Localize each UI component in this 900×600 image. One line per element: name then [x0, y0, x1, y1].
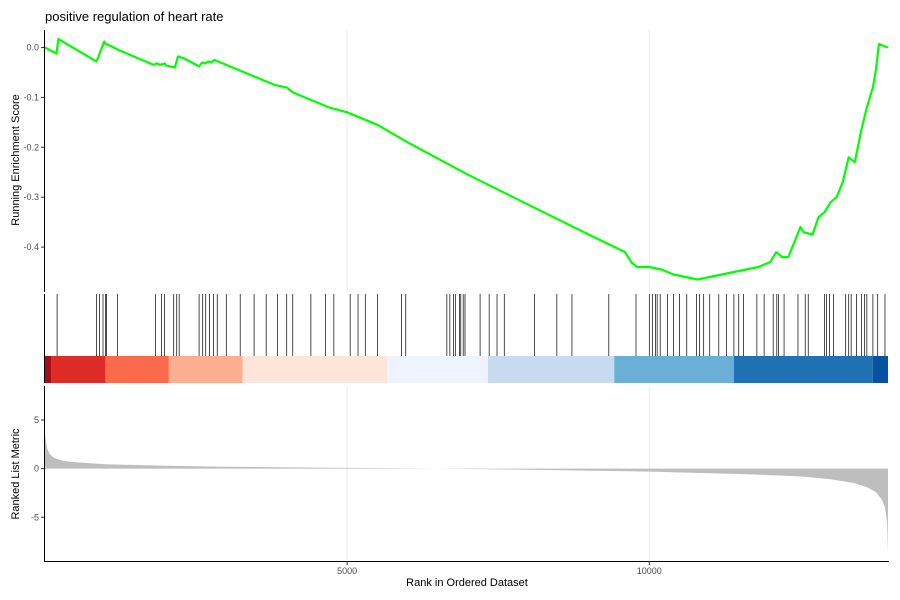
- chart-title: positive regulation of heart rate: [45, 9, 224, 24]
- rank-color-band: [168, 356, 243, 383]
- es-panel: 0.0 -0.1 -0.2 -0.3 -0.4 Running Enrichment S…: [10, 30, 889, 292]
- rank-color-band: [51, 356, 106, 383]
- rank-color-band: [105, 356, 169, 383]
- rank-color-band: [487, 356, 615, 383]
- es-y-tick-label: 0.0: [26, 42, 39, 52]
- running-es-line: [44, 37, 889, 281]
- es-y-tick-label: -0.2: [23, 142, 39, 152]
- es-y-tick-label: -0.1: [23, 92, 39, 102]
- es-y-tick-label: -0.4: [23, 242, 39, 252]
- metric-y-axis-label: Ranked List Metric: [10, 428, 22, 520]
- es-y-tick-label: -0.3: [23, 192, 39, 202]
- es-y-axis-label: Running Enrichment Score: [10, 94, 22, 225]
- rank-color-band: [387, 356, 488, 383]
- rank-color-band: [733, 356, 873, 383]
- x-tick-label: 10000: [637, 566, 662, 576]
- x-axis-label: Rank in Ordered Dataset: [406, 577, 528, 589]
- rank-color-band: [242, 356, 388, 383]
- ranked-metric-area: [45, 433, 888, 553]
- rank-color-band: [614, 356, 734, 383]
- rank-color-band: [45, 356, 52, 383]
- x-tick-label: 5000: [337, 566, 357, 576]
- metric-y-tick-label: 0: [34, 464, 39, 474]
- metric-y-tick-label: -5: [31, 512, 39, 522]
- hits-panel: [44, 294, 888, 383]
- metric-panel: 5 0 -5 Ranked List Metric 5000 10000 Rank i…: [10, 386, 889, 589]
- rank-color-band: [872, 356, 888, 383]
- metric-y-tick-label: 5: [34, 415, 39, 425]
